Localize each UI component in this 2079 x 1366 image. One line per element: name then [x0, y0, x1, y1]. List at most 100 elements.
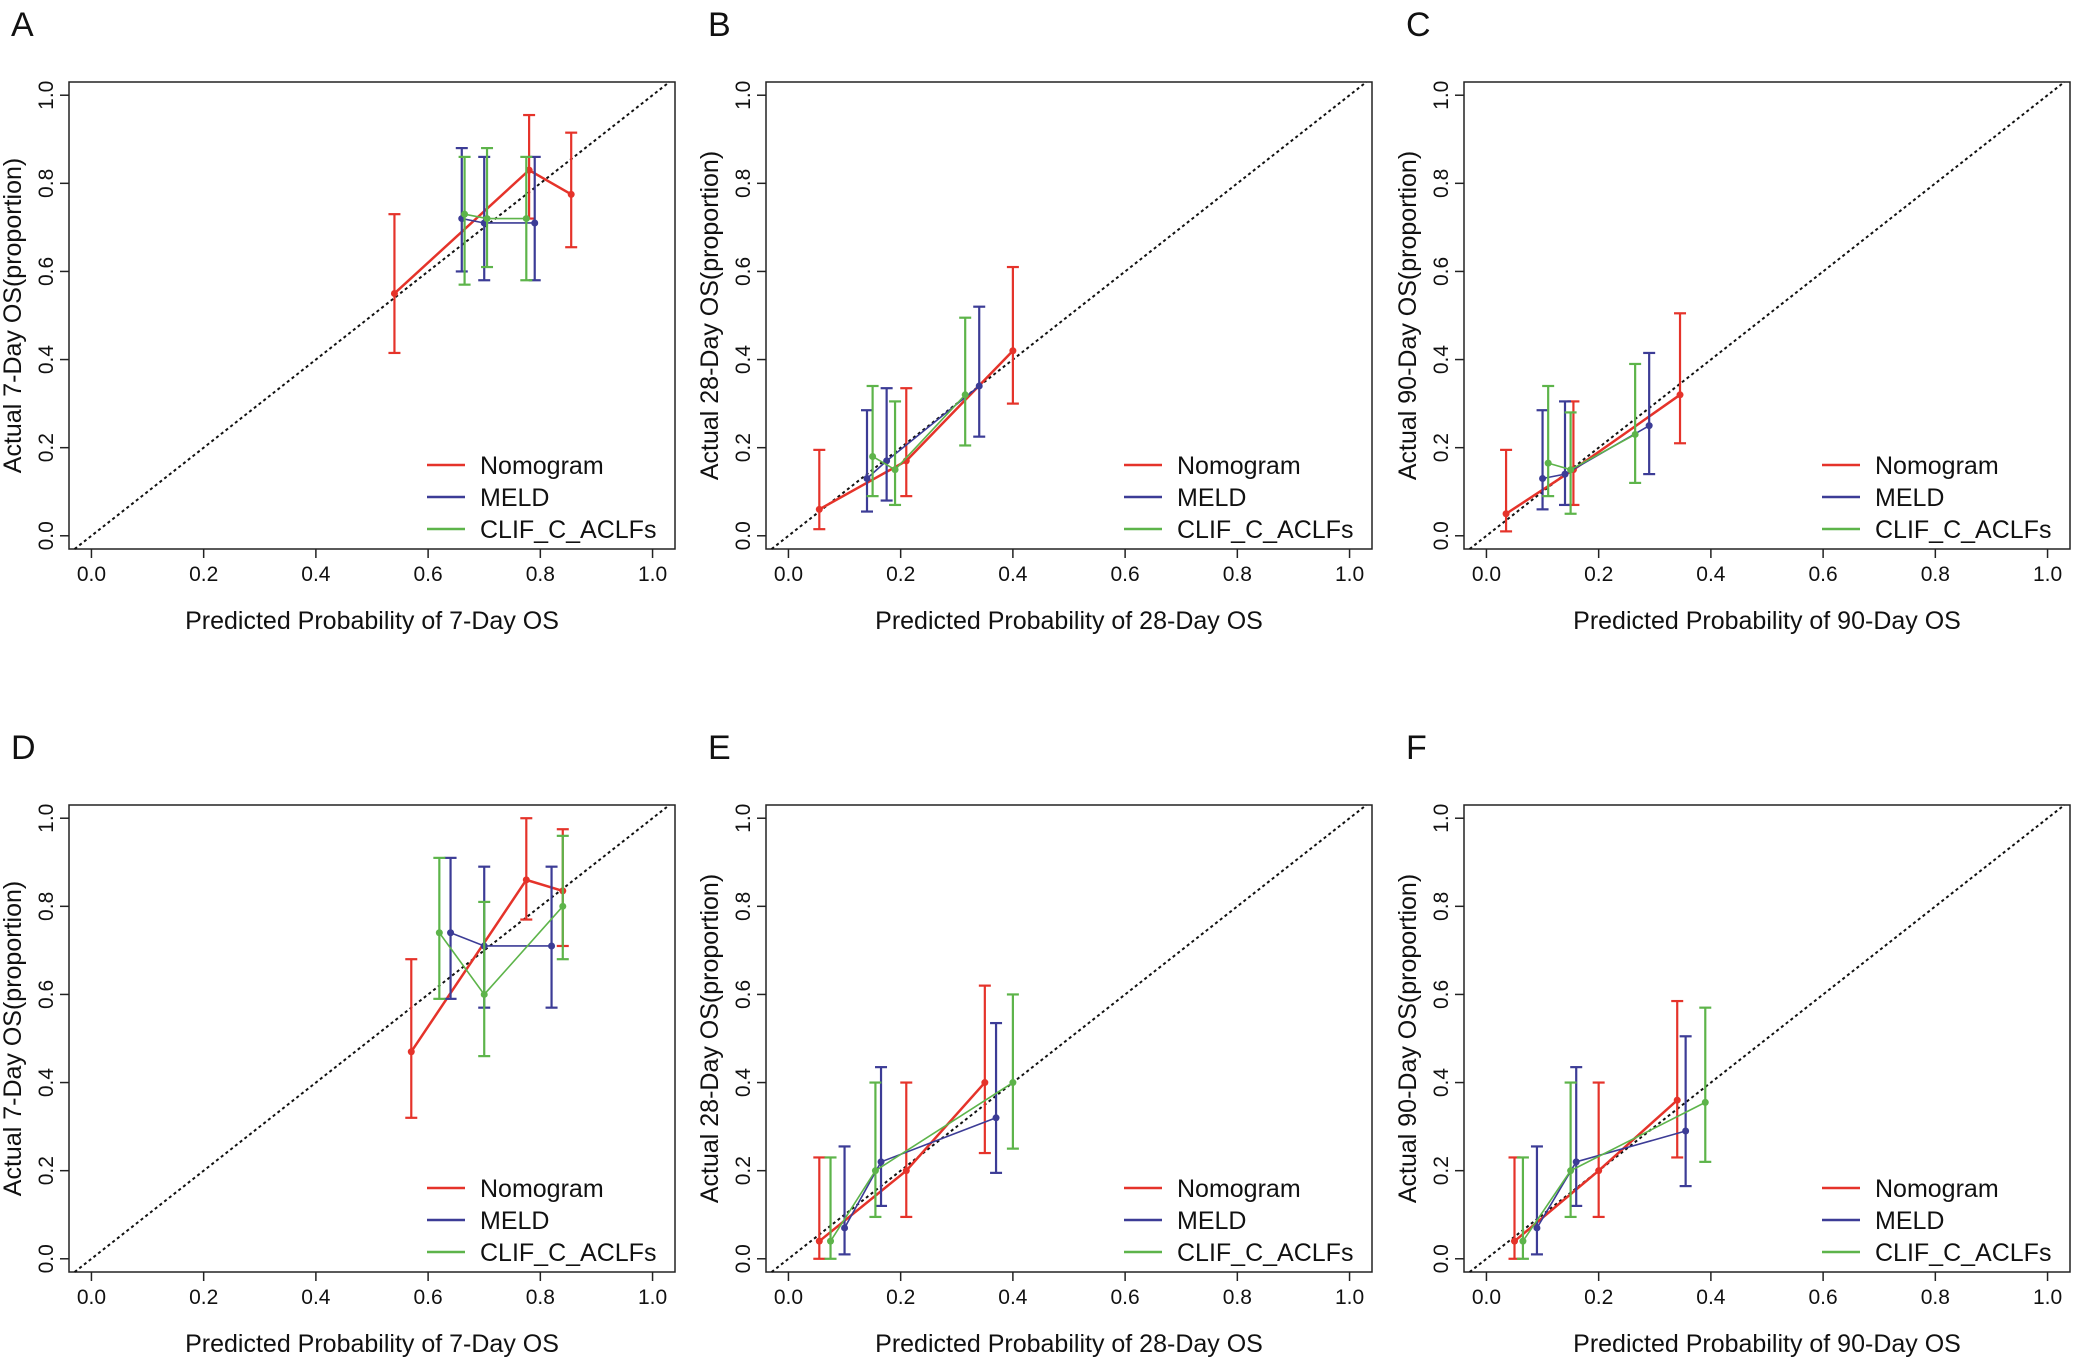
point: [863, 475, 871, 483]
x-tick-label: 0.8: [1223, 563, 1252, 586]
legend-label: Nomogram: [1177, 452, 1301, 480]
x-tick-label: 0.2: [1584, 563, 1613, 586]
y-tick-label: 0.0: [1430, 521, 1453, 550]
legend-label: CLIF_C_ACLFs: [1875, 1239, 2051, 1267]
error-bar: [556, 834, 569, 961]
y-tick-label: 0.6: [35, 257, 58, 286]
legend-label: CLIF_C_ACLFs: [1875, 516, 2051, 544]
plot-frame: [1463, 804, 2071, 1273]
plot-frame: [765, 804, 1373, 1273]
error-bar: [900, 387, 913, 498]
point: [1682, 1127, 1690, 1135]
x-tick-label: 0.0: [774, 563, 803, 586]
point: [480, 990, 488, 998]
point: [447, 929, 455, 937]
panel-letter: C: [1406, 6, 1431, 44]
x-tick-label: 0.0: [77, 563, 106, 586]
y-tick-label: 0.2: [732, 1156, 755, 1185]
point: [981, 1079, 989, 1087]
x-tick-label: 1.0: [2033, 1286, 2062, 1309]
point: [1009, 347, 1017, 355]
x-tick-label: 0.8: [1921, 1286, 1950, 1309]
plot-frame: [765, 81, 1373, 550]
x-tick-label: 0.0: [1472, 1286, 1501, 1309]
plot-frame: [68, 81, 676, 550]
x-tick-label: 1.0: [2033, 563, 2062, 586]
y-tick-label: 0.2: [35, 1156, 58, 1185]
y-tick-label: 0.8: [35, 169, 58, 198]
legend-label: MELD: [1177, 484, 1246, 512]
error-bar: [444, 856, 457, 1000]
y-axis-title: Actual 90-Day OS(proportion): [1394, 151, 1422, 480]
x-tick-label: 1.0: [1335, 563, 1364, 586]
error-bar: [1530, 1145, 1543, 1256]
error-bar: [405, 958, 418, 1119]
y-tick-label: 0.6: [732, 257, 755, 286]
x-tick-label: 1.0: [638, 1286, 667, 1309]
x-tick-label: 0.4: [301, 563, 331, 586]
error-bar: [545, 865, 558, 1009]
error-bar: [1559, 400, 1571, 507]
x-tick-label: 0.2: [886, 1286, 915, 1309]
y-tick-label: 1.0: [732, 804, 755, 833]
y-tick-label: 0.6: [35, 980, 58, 1009]
point: [461, 210, 469, 218]
point: [483, 215, 491, 223]
y-axis-title: Actual 28-Day OS(proportion): [696, 874, 724, 1203]
y-tick-label: 0.0: [1430, 1244, 1453, 1273]
x-tick-label: 0.4: [1696, 563, 1726, 586]
y-tick-label: 1.0: [35, 81, 58, 110]
legend-label: CLIF_C_ACLFs: [480, 516, 656, 544]
calibration-line: [393, 168, 572, 295]
error-bar: [455, 146, 468, 273]
error-bar: [978, 984, 991, 1155]
x-axis-title: Predicted Probability of 90-Day OS: [1573, 1330, 1961, 1358]
legend-label: Nomogram: [480, 1175, 604, 1203]
point: [1519, 1237, 1527, 1245]
point: [435, 929, 443, 937]
legend-label: CLIF_C_ACLFs: [1177, 516, 1353, 544]
legend-label: MELD: [1177, 1207, 1246, 1235]
point: [815, 505, 823, 513]
point: [992, 1114, 1000, 1122]
calibration-line: [464, 213, 527, 220]
x-tick-label: 0.4: [1696, 1286, 1726, 1309]
panel: B 0.0 0.2 0.4 0.6 0.8 1.0 0.0 0.2 0.4 0.6 0.8 1.0 Pre…: [696, 6, 1373, 635]
y-tick-label: 0.2: [1430, 1156, 1453, 1185]
point: [548, 942, 556, 950]
error-bar: [875, 1066, 888, 1208]
x-tick-label: 0.6: [414, 563, 443, 586]
y-tick-label: 0.8: [1430, 892, 1453, 921]
calibration-line: [410, 878, 564, 1053]
point: [815, 1237, 823, 1245]
y-tick-label: 0.4: [732, 345, 755, 375]
x-tick-label: 0.4: [998, 563, 1028, 586]
legend-label: CLIF_C_ACLFs: [1177, 1239, 1353, 1267]
y-tick-label: 0.4: [1430, 345, 1453, 375]
x-axis-title: Predicted Probability of 7-Day OS: [185, 1330, 559, 1358]
x-axis-title: Predicted Probability of 90-Day OS: [1573, 607, 1961, 635]
error-bar: [458, 155, 471, 286]
point: [1676, 391, 1684, 399]
y-tick-label: 0.0: [732, 1244, 755, 1273]
calibration-line: [1536, 1130, 1686, 1229]
error-bar: [838, 1145, 851, 1256]
point: [1544, 459, 1552, 467]
error-bar: [1699, 1006, 1712, 1163]
y-tick-label: 0.8: [35, 892, 58, 921]
point: [1539, 475, 1547, 483]
y-tick-label: 1.0: [1430, 81, 1453, 110]
point: [1502, 510, 1510, 518]
legend-label: MELD: [480, 1207, 549, 1235]
error-bar: [1592, 1081, 1605, 1219]
error-bar: [1500, 448, 1513, 533]
y-tick-label: 0.2: [732, 433, 755, 462]
point: [1561, 470, 1569, 478]
panel: A 0.0 0.2 0.4 0.6 0.8 1.0 0.0 0.2 0.4 0.6 0.8 1.0 Pre…: [0, 6, 676, 635]
y-tick-label: 0.6: [732, 980, 755, 1009]
calibration-line: [1505, 393, 1681, 515]
legend-label: Nomogram: [1875, 1175, 1999, 1203]
error-bar: [813, 448, 826, 531]
x-tick-label: 0.6: [1111, 563, 1140, 586]
